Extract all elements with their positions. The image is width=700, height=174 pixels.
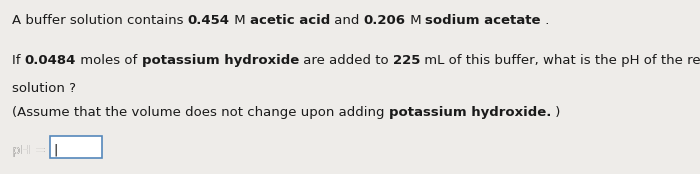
Text: solution ?: solution ? — [12, 82, 76, 95]
Text: M: M — [405, 14, 426, 27]
Text: 0.454: 0.454 — [188, 14, 230, 27]
Text: acetic acid: acetic acid — [250, 14, 330, 27]
Text: ): ) — [551, 106, 561, 119]
Text: |: | — [54, 143, 58, 156]
Text: mL of this buffer, what is the pH of the resulting: mL of this buffer, what is the pH of the… — [420, 54, 700, 67]
Text: 0.0484: 0.0484 — [25, 54, 76, 67]
Text: (Assume that the volume does not change upon adding: (Assume that the volume does not change … — [12, 106, 388, 119]
Text: sodium acetate: sodium acetate — [426, 14, 541, 27]
Text: and: and — [330, 14, 363, 27]
Text: potassium hydroxide: potassium hydroxide — [141, 54, 299, 67]
Text: pH =: pH = — [12, 144, 50, 157]
Text: M: M — [230, 14, 250, 27]
Text: If: If — [12, 54, 24, 67]
Text: pH =: pH = — [12, 144, 50, 157]
Text: 225: 225 — [393, 54, 420, 67]
Text: potassium hydroxide.: potassium hydroxide. — [389, 106, 551, 119]
Text: 0.206: 0.206 — [363, 14, 405, 27]
Text: A buffer solution contains: A buffer solution contains — [12, 14, 188, 27]
Text: are added to: are added to — [299, 54, 393, 67]
FancyBboxPatch shape — [50, 136, 102, 158]
Text: .: . — [541, 14, 550, 27]
Text: moles of: moles of — [76, 54, 141, 67]
